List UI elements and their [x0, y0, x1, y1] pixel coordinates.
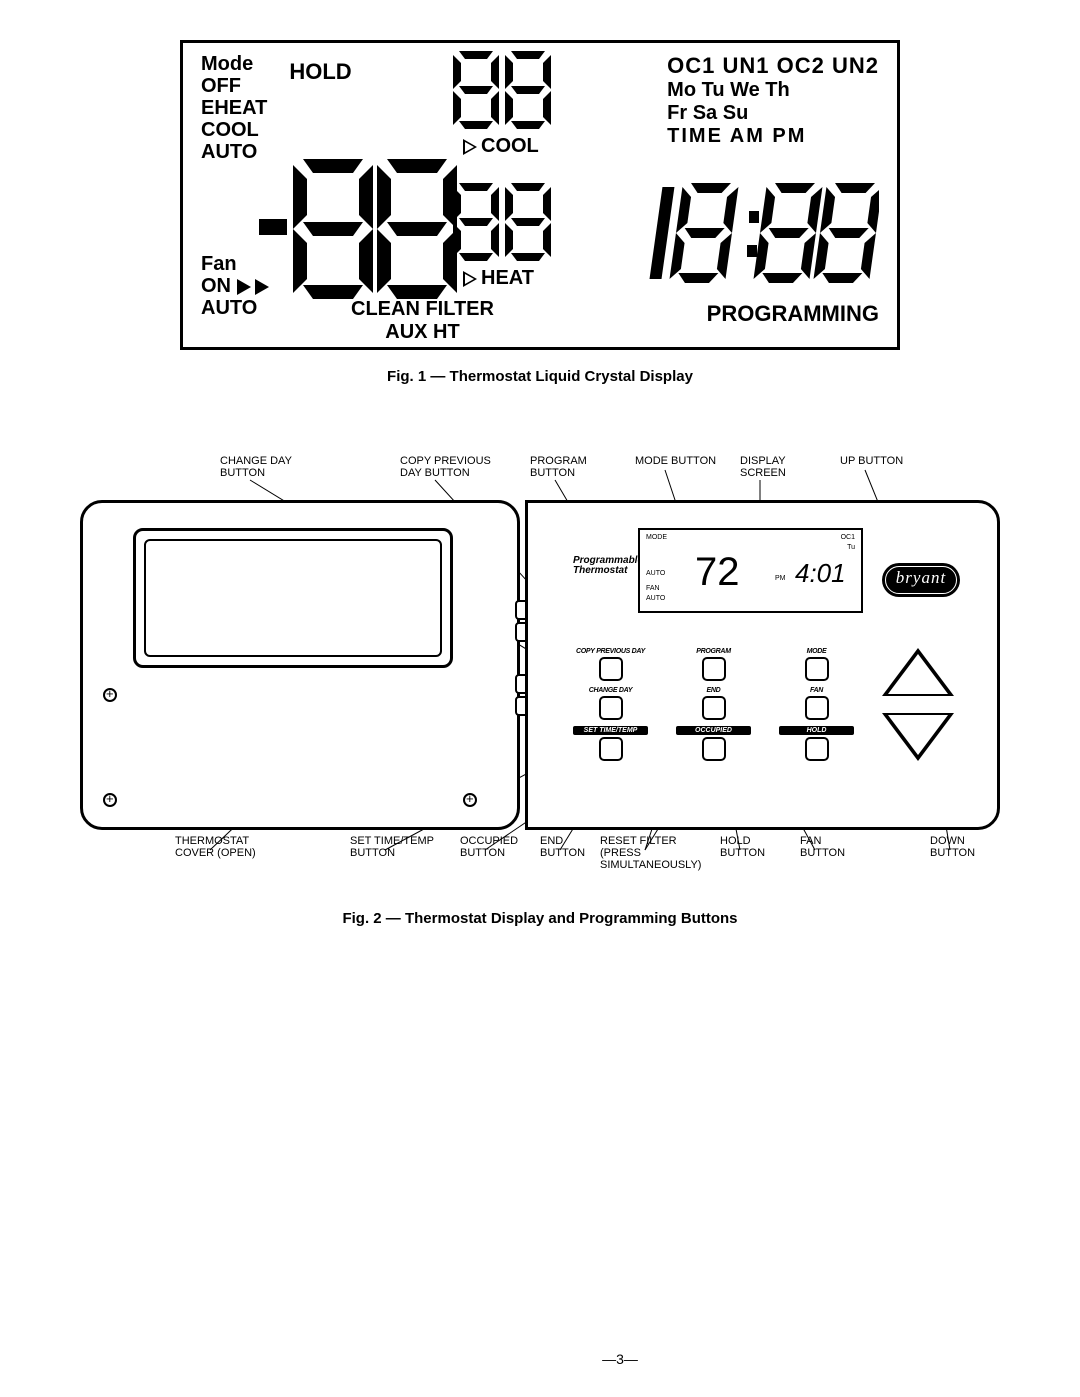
fan-auto: AUTO: [201, 297, 257, 319]
screen-temp: 72: [695, 550, 740, 595]
cool-indicator: COOL: [463, 135, 539, 158]
mode-cool: COOL: [201, 119, 267, 141]
days-row1: Mo Tu We Th: [667, 79, 879, 102]
btn-label: END: [676, 687, 751, 694]
thermostat-device-figure: CHANGE DAYBUTTON COPY PREVIOUSDAY BUTTON…: [80, 455, 1000, 905]
btn-label: FAN: [779, 687, 854, 694]
btn-label: COPY PREVIOUS DAY: [573, 648, 648, 655]
callout-reset: RESET FILTER(PRESSSIMULTANEOUSLY): [600, 835, 701, 871]
fig2-caption: Fig. 2 — Thermostat Display and Programm…: [80, 910, 1000, 927]
occupied-button[interactable]: [702, 737, 726, 761]
room-temp-digits: [259, 159, 459, 304]
btn-label: MODE: [779, 648, 854, 655]
fan-on: ON: [201, 275, 273, 297]
screen-time: 4:01: [795, 558, 846, 589]
heat-setpoint-digits: [453, 183, 553, 266]
fan-button[interactable]: [805, 696, 829, 720]
programming-label: PROGRAMMING: [707, 301, 879, 327]
screen-mode: MODE: [646, 534, 667, 541]
oc-un-row: OC1 UN1 OC2 UN2: [667, 53, 879, 79]
heat-indicator: HEAT: [463, 267, 534, 290]
screen-pm: PM: [775, 575, 786, 582]
callout-copy-prev: COPY PREVIOUSDAY BUTTON: [400, 455, 491, 479]
screw-icon: [103, 793, 117, 807]
copy-previous-day-button[interactable]: [599, 657, 623, 681]
triangle-icon: [237, 279, 251, 295]
callout-settime: SET TIME/TEMPBUTTON: [350, 835, 434, 859]
fig1-caption: Fig. 1 — Thermostat Liquid Crystal Displ…: [80, 368, 1000, 385]
digit-8: [505, 51, 551, 129]
button-grid: COPY PREVIOUS DAY PROGRAM MODE CHANGE DA…: [573, 648, 853, 767]
mode-eheat: EHEAT: [201, 97, 267, 119]
triangle-icon: [463, 271, 477, 287]
thermostat-body: Programmable Thermostat MODE OC1 Tu AUTO…: [525, 500, 1000, 830]
hold-button[interactable]: [805, 737, 829, 761]
mode-auto: AUTO: [201, 141, 267, 163]
callout-program: PROGRAMBUTTON: [530, 455, 587, 479]
cover-window: [133, 528, 453, 668]
clean-filter-label: CLEAN FILTER AUX HT: [351, 298, 494, 344]
callout-fan: FANBUTTON: [800, 835, 845, 859]
mode-button[interactable]: [805, 657, 829, 681]
screen-oc1: OC1: [841, 534, 855, 541]
cool-setpoint-digits: [453, 51, 553, 134]
program-button[interactable]: [702, 657, 726, 681]
set-time-temp-button[interactable]: [599, 737, 623, 761]
screen-auto2: AUTO: [646, 595, 665, 602]
down-button[interactable]: [882, 713, 954, 761]
btn-label: SET TIME/TEMP: [573, 726, 648, 735]
clock-digits: [639, 183, 879, 288]
thermostat-cover: [80, 500, 520, 830]
screw-icon: [463, 793, 477, 807]
digit-8: [453, 51, 499, 129]
hold-label: HOLD: [289, 59, 351, 163]
callout-cover: THERMOSTATCOVER (OPEN): [175, 835, 256, 859]
btn-label: CHANGE DAY: [573, 687, 648, 694]
screen-fan: FAN: [646, 585, 660, 592]
up-button[interactable]: [882, 648, 954, 696]
triangle-icon: [255, 279, 269, 295]
callout-mode: MODE BUTTON: [635, 455, 716, 467]
change-day-button[interactable]: [599, 696, 623, 720]
callout-hold: HOLDBUTTON: [720, 835, 765, 859]
programmable-thermostat-label: Programmable Thermostat: [573, 556, 643, 576]
page-number: —3—: [80, 1351, 1080, 1367]
btn-label: OCCUPIED: [676, 726, 751, 735]
triangle-icon: [463, 139, 477, 155]
callout-down: DOWNBUTTON: [930, 835, 975, 859]
callout-display: DISPLAYSCREEN: [740, 455, 786, 479]
lcd-display-panel: Mode OFF EHEAT COOL AUTO HOLD OC1 UN1 OC…: [180, 40, 900, 350]
screen-auto: AUTO: [646, 570, 665, 577]
brand-logo: bryant: [882, 563, 960, 597]
time-header: TIME AM PM: [667, 125, 879, 148]
mode-heading: Mode: [201, 53, 267, 75]
btn-label: HOLD: [779, 726, 854, 735]
days-row2: Fr Sa Su: [667, 102, 879, 125]
callout-up: UP BUTTON: [840, 455, 903, 467]
end-button[interactable]: [702, 696, 726, 720]
callout-end: ENDBUTTON: [540, 835, 585, 859]
screw-icon: [103, 688, 117, 702]
btn-label: PROGRAM: [676, 648, 751, 655]
mode-off: OFF: [201, 75, 267, 97]
callout-change-day: CHANGE DAYBUTTON: [220, 455, 292, 479]
fan-heading: Fan: [201, 253, 237, 275]
callout-occupied: OCCUPIEDBUTTON: [460, 835, 518, 859]
display-screen: MODE OC1 Tu AUTO FAN AUTO 72 PM 4:01: [638, 528, 863, 613]
screen-day: Tu: [847, 544, 855, 551]
